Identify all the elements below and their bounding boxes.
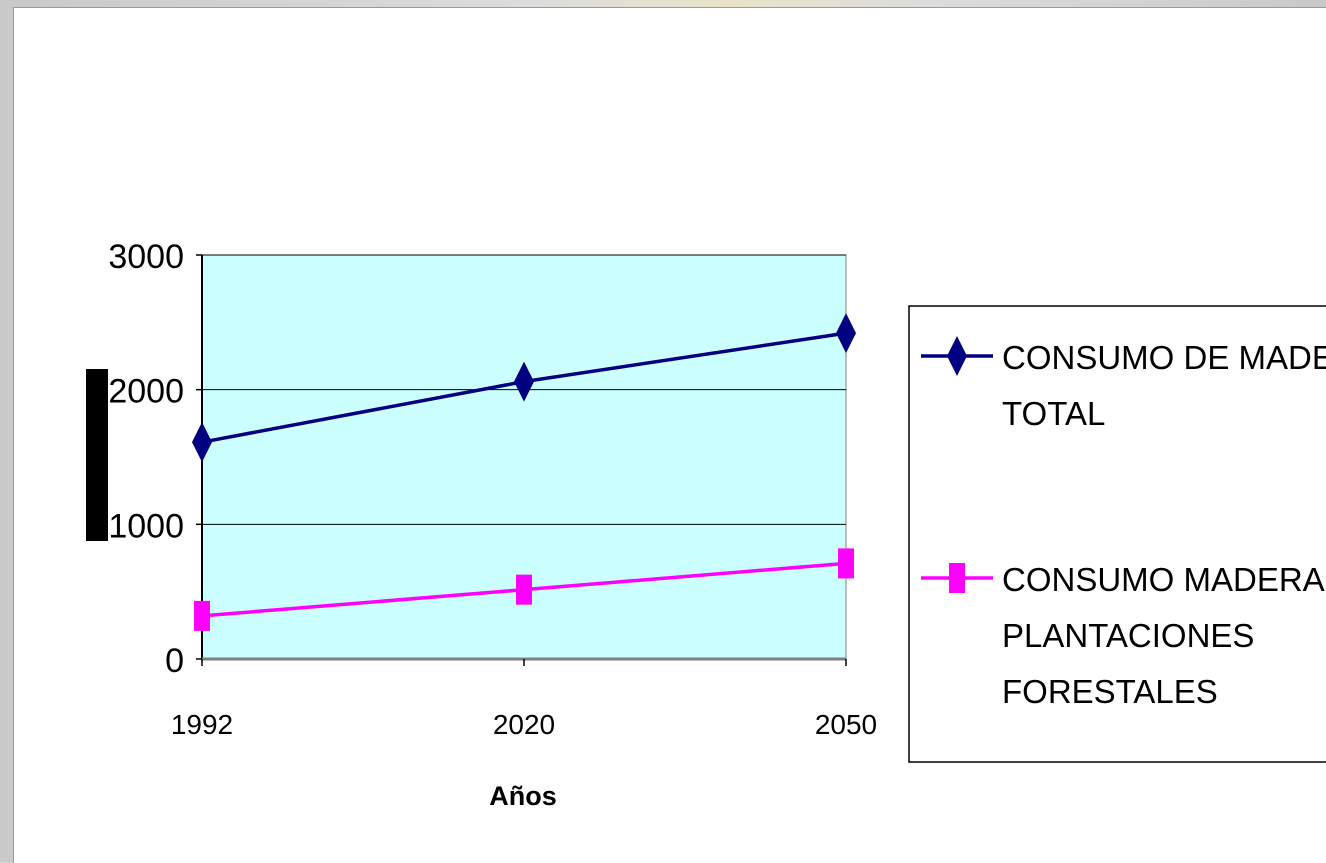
square-marker bbox=[838, 548, 854, 579]
x-axis-label: Años bbox=[489, 781, 557, 811]
series-2 bbox=[194, 548, 854, 631]
series-layer bbox=[192, 313, 856, 631]
y-tick-label: 0 bbox=[165, 642, 184, 680]
y-axis-ticks: 0 1000 2000 3000 bbox=[108, 238, 202, 680]
legend: CONSUMO DE MADERA TOTAL CONSUMO MADERA DE P… bbox=[908, 305, 1326, 763]
y-axis-label-bar bbox=[86, 369, 108, 541]
diamond-marker bbox=[836, 313, 856, 354]
x-axis-ticks: 1992 2020 2050 bbox=[171, 659, 877, 740]
legend-label-line: TOTAL bbox=[1002, 395, 1105, 432]
square-marker bbox=[194, 600, 210, 631]
legend-box bbox=[908, 305, 1326, 763]
x-tick-label: 2050 bbox=[815, 709, 877, 740]
legend-label-line: FORESTALES bbox=[1002, 673, 1218, 710]
legend-label-line: CONSUMO MADERA DE bbox=[1002, 561, 1326, 598]
legend-entry-2: CONSUMO MADERA DE PLANTACIONES FORESTALES bbox=[921, 561, 1326, 710]
y-tick-label: 1000 bbox=[108, 507, 184, 545]
legend-diamond-marker bbox=[947, 336, 967, 376]
x-tick-label: 1992 bbox=[171, 709, 233, 740]
series-1 bbox=[192, 313, 856, 463]
legend-entry-1: CONSUMO DE MADERA TOTAL bbox=[921, 336, 1326, 432]
square-marker bbox=[516, 574, 532, 605]
y-tick-label: 2000 bbox=[108, 373, 184, 411]
legend-label-line: PLANTACIONES bbox=[1002, 617, 1254, 654]
legend-label-line: CONSUMO DE MADERA bbox=[1002, 339, 1326, 376]
x-tick-label: 2020 bbox=[493, 709, 555, 740]
legend-square-marker bbox=[949, 563, 965, 593]
diamond-marker bbox=[192, 422, 212, 463]
diamond-marker bbox=[514, 361, 534, 402]
y-tick-label: 3000 bbox=[108, 238, 184, 276]
